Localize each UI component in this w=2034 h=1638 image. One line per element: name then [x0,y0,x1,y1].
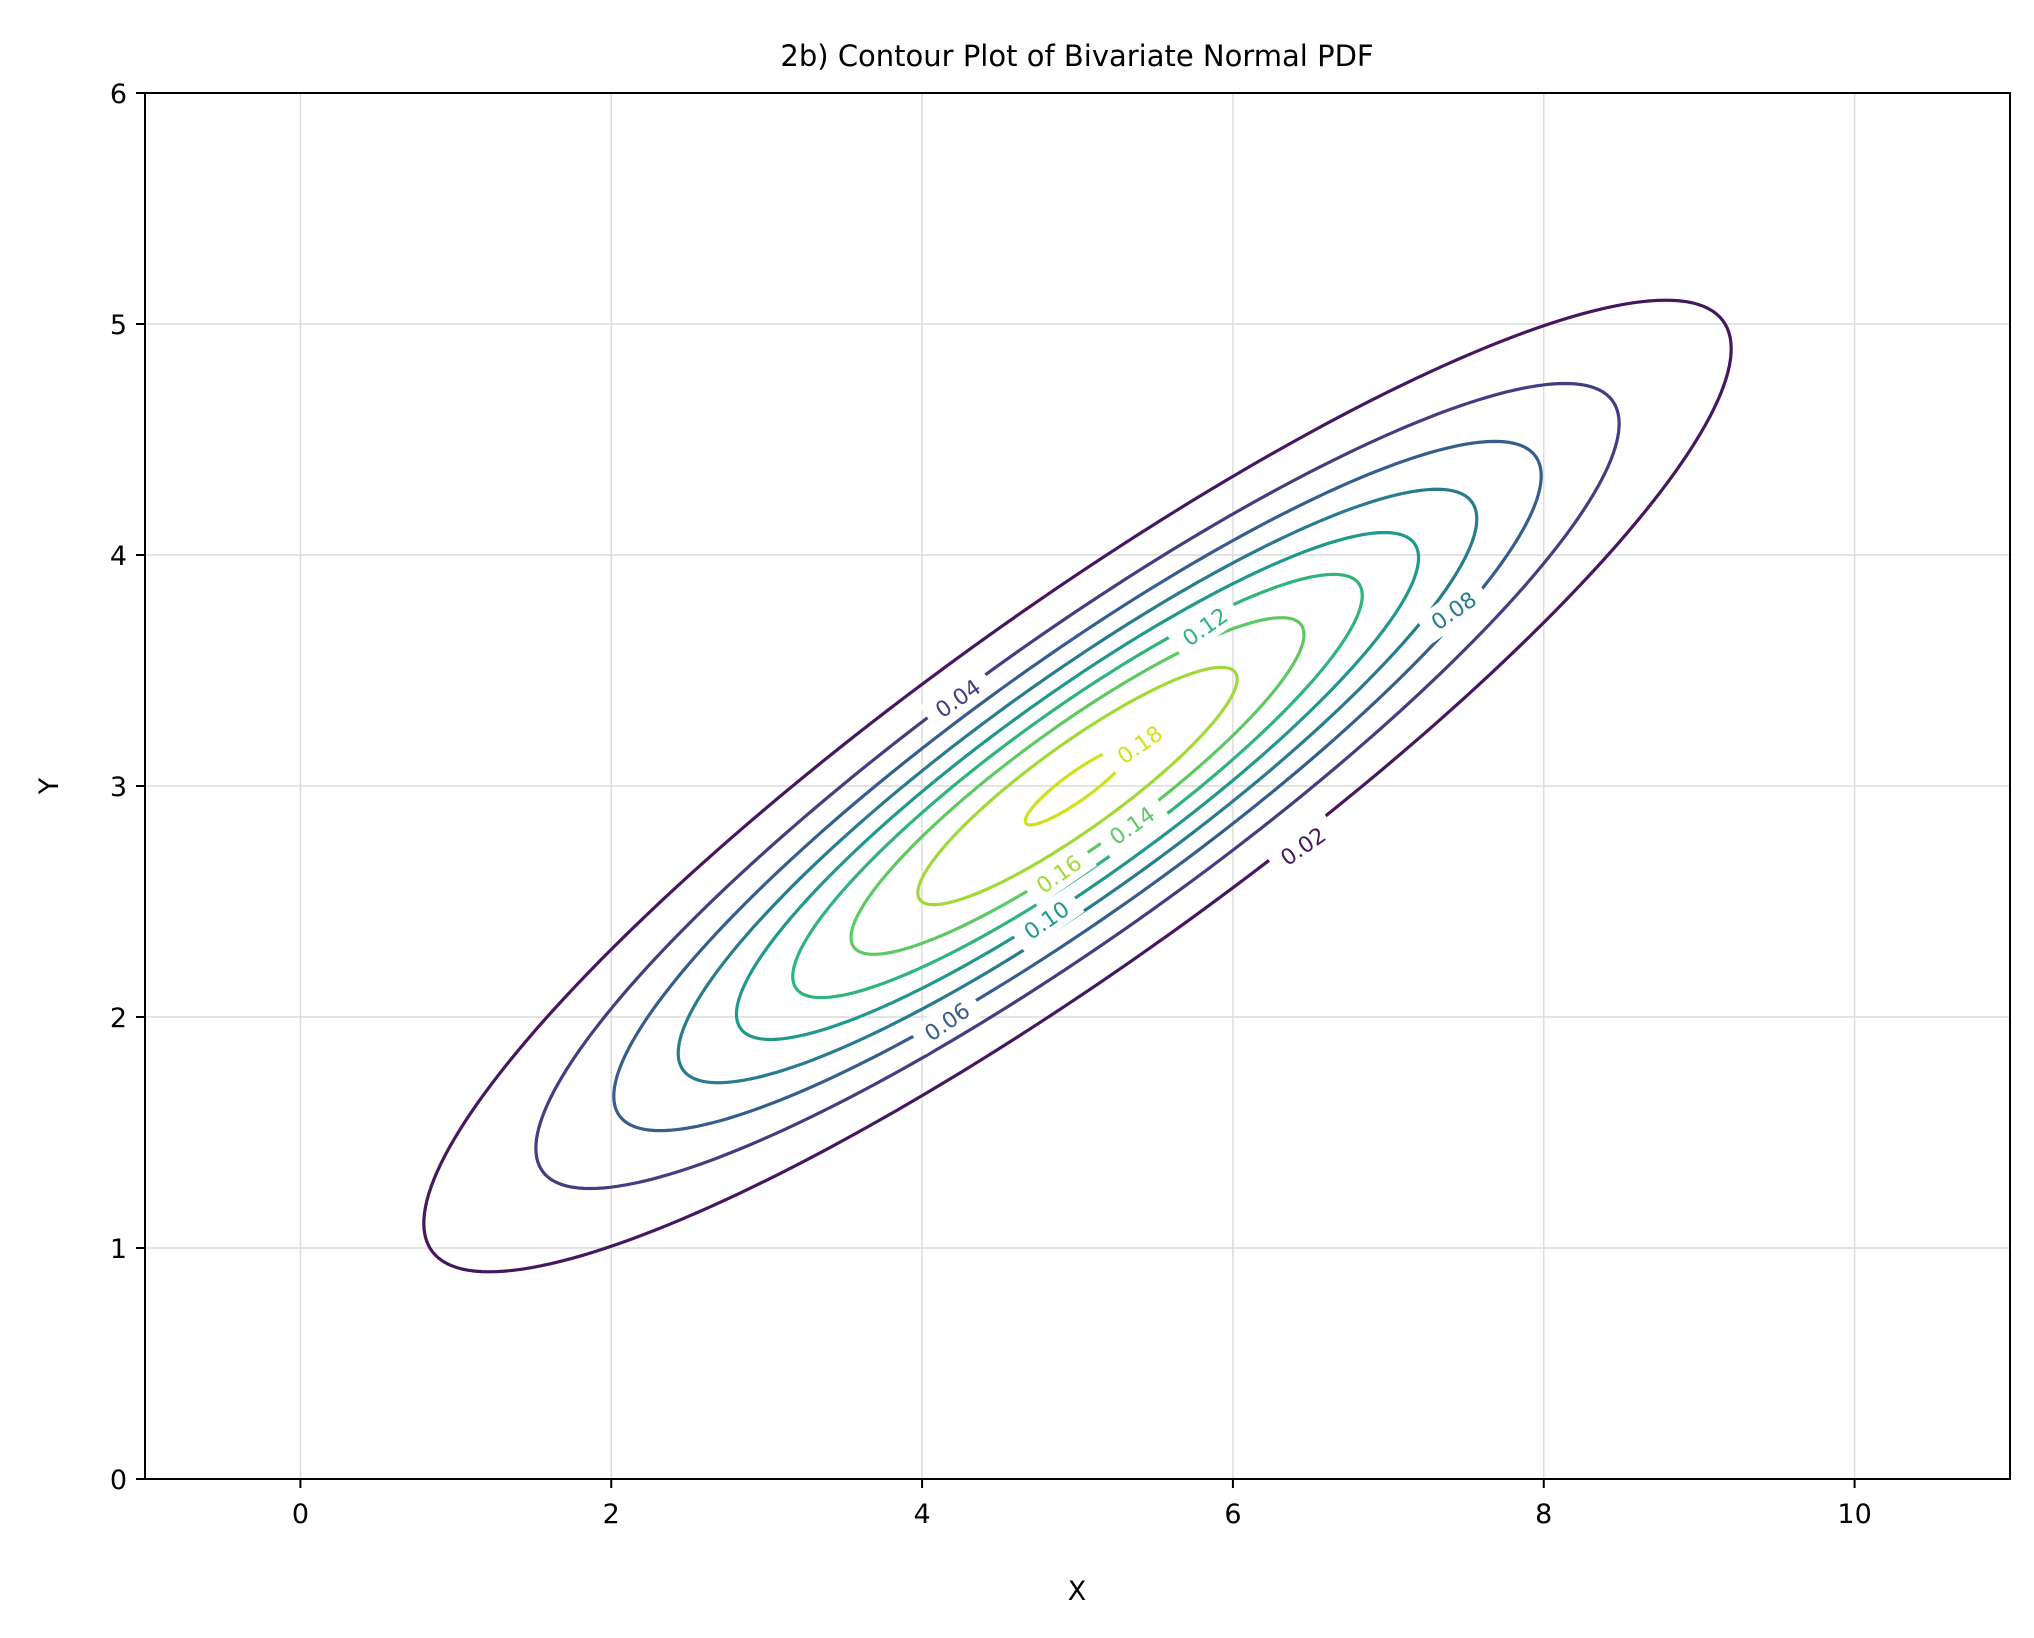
contour-label-gap [1166,593,1244,660]
y-axis-label: Y [34,777,65,795]
contour-label-gap [1093,792,1171,859]
contour-label-gap [1101,711,1178,778]
contour-line-0.06 [612,439,1543,1133]
y-tick-label: 6 [110,79,127,110]
y-tick-label: 2 [110,1003,127,1034]
contour-line-0.08 [676,487,1479,1085]
x-tick-label: 8 [1535,1499,1552,1530]
y-tick-label: 4 [110,541,127,572]
chart-title: 2b) Contour Plot of Bivariate Normal PDF [780,39,1373,73]
y-tick-label: 5 [110,310,127,341]
x-tick-label: 0 [292,1499,309,1530]
y-tick-label: 1 [110,1234,127,1265]
contour-line-0.16 [916,665,1239,907]
contour-label-gap [908,988,986,1055]
contour-line-0.02 [422,298,1733,1274]
contour-label-gap [1415,577,1492,644]
axis-ticks: 0 2 4 6 8 10 0 1 2 3 4 5 6 [110,79,1872,1530]
x-tick-label: 4 [913,1499,930,1530]
contour-label-gap [1008,887,1085,953]
contour-line-0.14 [849,616,1306,956]
x-tick-label: 2 [603,1499,620,1530]
contour-label-0.18: 0.18 [1101,711,1178,778]
contour-line-0.04 [534,381,1621,1191]
y-tick-label: 3 [110,772,127,803]
x-tick-label: 10 [1837,1499,1871,1530]
contour-label-gap [1264,813,1342,879]
y-tick-label: 0 [110,1465,127,1496]
contour-label-gap [919,665,996,732]
contour-label-gap [1020,840,1097,907]
x-tick-label: 6 [1224,1499,1241,1530]
contour-line-0.10 [734,530,1421,1042]
contour-line-0.18 [1023,745,1132,827]
x-axis-label: X [1068,1576,1087,1607]
